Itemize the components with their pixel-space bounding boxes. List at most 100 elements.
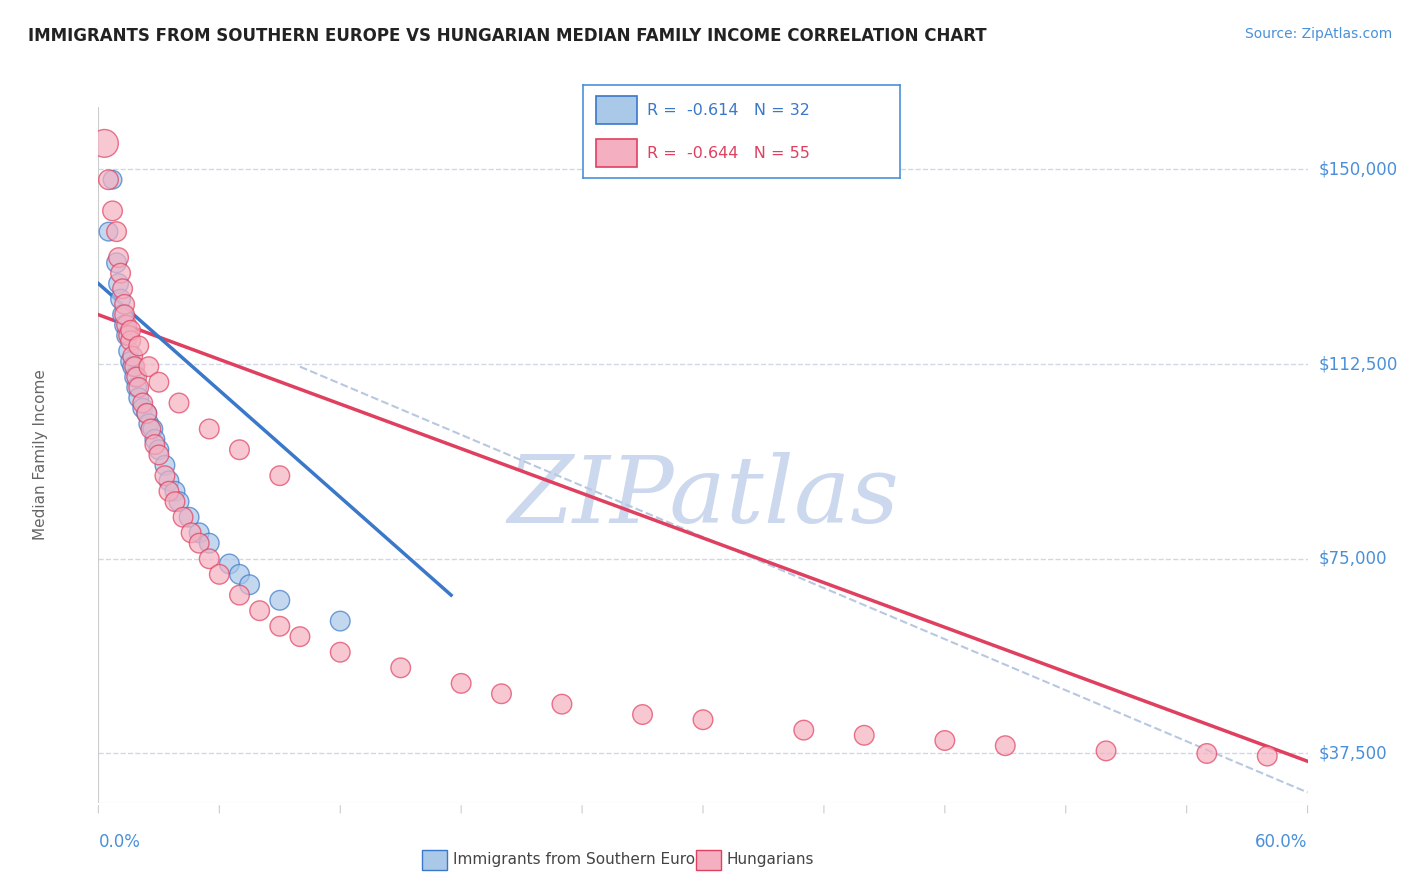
Point <box>121 359 143 374</box>
Point <box>120 323 142 337</box>
Point <box>153 468 176 483</box>
Point <box>148 448 170 462</box>
Point <box>148 376 170 390</box>
Point <box>128 380 150 394</box>
Point <box>228 588 250 602</box>
Text: ZIPatlas: ZIPatlas <box>508 451 898 541</box>
Point <box>128 339 150 353</box>
Point <box>97 172 120 186</box>
Point <box>167 396 190 410</box>
Point <box>110 266 132 280</box>
Point <box>107 251 129 265</box>
Point <box>111 282 134 296</box>
Point <box>249 604 271 618</box>
Point <box>139 422 162 436</box>
Point <box>631 707 654 722</box>
Point <box>450 676 472 690</box>
Point <box>198 536 221 550</box>
Point <box>491 687 513 701</box>
Point <box>853 728 876 742</box>
Point <box>180 525 202 540</box>
Point <box>218 557 240 571</box>
Point <box>101 172 124 186</box>
Point <box>994 739 1017 753</box>
Point <box>288 630 311 644</box>
Point <box>198 422 221 436</box>
Point <box>125 370 148 384</box>
Text: $112,500: $112,500 <box>1319 355 1398 373</box>
Point <box>167 494 190 508</box>
Point <box>132 396 155 410</box>
Point <box>692 713 714 727</box>
Point <box>138 417 160 431</box>
Point <box>120 334 142 348</box>
Point <box>135 406 157 420</box>
Point <box>107 277 129 291</box>
Point <box>132 401 155 416</box>
Text: R =  -0.644   N = 55: R = -0.644 N = 55 <box>647 145 810 161</box>
Point <box>188 525 211 540</box>
Point <box>329 645 352 659</box>
FancyBboxPatch shape <box>596 96 637 124</box>
Point <box>157 484 180 499</box>
Point <box>142 422 165 436</box>
FancyBboxPatch shape <box>596 139 637 167</box>
Point <box>120 354 142 368</box>
Text: Immigrants from Southern Europe: Immigrants from Southern Europe <box>453 853 714 867</box>
Point <box>143 437 166 451</box>
Point <box>128 391 150 405</box>
Point <box>269 468 291 483</box>
Point <box>163 494 186 508</box>
Text: 60.0%: 60.0% <box>1256 833 1308 851</box>
Text: 0.0%: 0.0% <box>98 833 141 851</box>
Point <box>163 484 186 499</box>
Point <box>124 370 146 384</box>
Point <box>934 733 956 747</box>
Point <box>269 593 291 607</box>
Point <box>1256 749 1278 764</box>
Point <box>114 318 136 332</box>
Point <box>269 619 291 633</box>
Point <box>121 349 143 363</box>
Point <box>135 406 157 420</box>
Point <box>177 510 201 524</box>
Text: $37,500: $37,500 <box>1319 745 1388 763</box>
Point <box>125 380 148 394</box>
Point <box>208 567 231 582</box>
Point <box>118 328 141 343</box>
Point <box>172 510 194 524</box>
Point <box>143 433 166 447</box>
Point <box>1095 744 1118 758</box>
Point <box>111 308 134 322</box>
Point <box>118 344 141 359</box>
Text: Hungarians: Hungarians <box>727 853 814 867</box>
Point <box>1195 747 1218 761</box>
Point <box>114 297 136 311</box>
Point <box>105 225 128 239</box>
Point <box>551 697 574 711</box>
Point <box>157 474 180 488</box>
Text: $150,000: $150,000 <box>1319 161 1398 178</box>
Text: IMMIGRANTS FROM SOUTHERN EUROPE VS HUNGARIAN MEDIAN FAMILY INCOME CORRELATION CH: IMMIGRANTS FROM SOUTHERN EUROPE VS HUNGA… <box>28 27 987 45</box>
Point <box>110 292 132 306</box>
Point <box>188 536 211 550</box>
Point <box>148 442 170 457</box>
Point <box>124 359 146 374</box>
Point <box>228 442 250 457</box>
Point <box>105 256 128 270</box>
Point <box>101 203 124 218</box>
Point <box>138 359 160 374</box>
Text: Source: ZipAtlas.com: Source: ZipAtlas.com <box>1244 27 1392 41</box>
Text: R =  -0.614   N = 32: R = -0.614 N = 32 <box>647 103 810 118</box>
Text: $75,000: $75,000 <box>1319 549 1388 568</box>
Point <box>389 661 412 675</box>
Point <box>93 136 115 151</box>
Point <box>329 614 352 628</box>
Point <box>114 308 136 322</box>
Point <box>115 328 138 343</box>
Point <box>115 318 138 332</box>
Point <box>153 458 176 473</box>
Point <box>793 723 815 738</box>
Text: Median Family Income: Median Family Income <box>32 369 48 541</box>
Point <box>97 225 120 239</box>
